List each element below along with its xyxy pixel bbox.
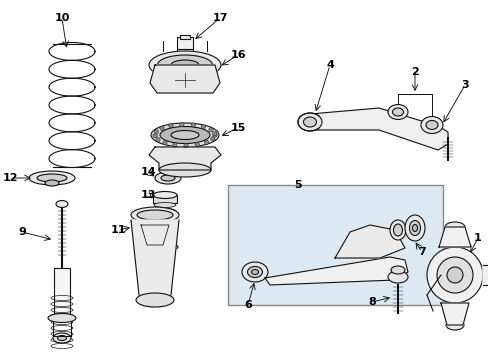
Ellipse shape	[420, 117, 442, 134]
Polygon shape	[440, 303, 468, 325]
Bar	[227, 185, 442, 305]
Ellipse shape	[412, 225, 417, 231]
Ellipse shape	[242, 262, 267, 282]
Text: 3: 3	[460, 80, 468, 90]
Circle shape	[183, 143, 188, 148]
Ellipse shape	[390, 266, 404, 274]
Ellipse shape	[154, 215, 175, 220]
Text: 11: 11	[110, 225, 125, 235]
Ellipse shape	[151, 123, 219, 147]
Text: 14: 14	[140, 167, 156, 177]
Circle shape	[446, 267, 462, 283]
Polygon shape	[150, 65, 220, 93]
Text: 8: 8	[367, 297, 375, 307]
Circle shape	[204, 140, 208, 144]
Text: 1: 1	[473, 233, 481, 243]
Ellipse shape	[154, 202, 176, 207]
Bar	[153, 195, 177, 203]
Ellipse shape	[387, 104, 407, 120]
Ellipse shape	[153, 192, 177, 198]
Ellipse shape	[136, 293, 174, 307]
Text: 17: 17	[212, 13, 227, 23]
Text: 16: 16	[230, 50, 245, 60]
Ellipse shape	[408, 220, 420, 235]
Ellipse shape	[45, 180, 59, 186]
Text: 5: 5	[294, 180, 301, 190]
Circle shape	[436, 257, 472, 293]
Circle shape	[168, 123, 173, 128]
Circle shape	[191, 123, 195, 127]
Ellipse shape	[155, 172, 181, 184]
Polygon shape	[264, 257, 407, 285]
Circle shape	[156, 138, 160, 142]
Text: 15: 15	[230, 123, 245, 133]
Ellipse shape	[160, 126, 209, 144]
Ellipse shape	[251, 270, 258, 274]
Ellipse shape	[161, 175, 175, 181]
Circle shape	[160, 126, 164, 130]
Bar	[54, 268, 70, 318]
Circle shape	[153, 134, 157, 138]
Polygon shape	[482, 265, 488, 285]
Bar	[177, 37, 193, 49]
Circle shape	[210, 137, 215, 141]
Ellipse shape	[387, 271, 407, 283]
Ellipse shape	[131, 207, 179, 223]
Text: 12: 12	[2, 173, 18, 183]
Ellipse shape	[297, 113, 321, 131]
Polygon shape	[334, 225, 404, 258]
Ellipse shape	[154, 208, 175, 213]
Ellipse shape	[149, 51, 221, 79]
Circle shape	[163, 141, 167, 145]
Circle shape	[212, 131, 217, 136]
Circle shape	[426, 247, 482, 303]
Text: 6: 6	[244, 300, 251, 310]
Ellipse shape	[393, 224, 402, 236]
Ellipse shape	[155, 233, 174, 238]
Ellipse shape	[137, 210, 173, 220]
Ellipse shape	[404, 215, 424, 241]
Polygon shape	[149, 147, 221, 170]
Ellipse shape	[392, 108, 403, 116]
Ellipse shape	[155, 238, 174, 243]
Polygon shape	[438, 227, 470, 247]
Circle shape	[195, 143, 199, 147]
Ellipse shape	[154, 220, 175, 225]
Polygon shape	[131, 220, 179, 295]
Ellipse shape	[303, 117, 316, 127]
Ellipse shape	[157, 55, 212, 75]
Text: 4: 4	[325, 60, 333, 70]
Ellipse shape	[389, 220, 405, 240]
Ellipse shape	[152, 243, 178, 251]
Bar	[180, 35, 190, 39]
Polygon shape	[145, 293, 164, 307]
Text: 7: 7	[417, 247, 425, 257]
Circle shape	[172, 143, 177, 147]
Ellipse shape	[445, 320, 463, 330]
Ellipse shape	[425, 121, 437, 130]
Ellipse shape	[444, 222, 464, 232]
Ellipse shape	[56, 201, 68, 207]
Ellipse shape	[247, 266, 262, 278]
Text: 10: 10	[54, 13, 70, 23]
Ellipse shape	[53, 333, 71, 343]
Text: 2: 2	[410, 67, 418, 77]
Circle shape	[208, 127, 213, 132]
Circle shape	[201, 125, 205, 129]
Ellipse shape	[58, 336, 66, 341]
Ellipse shape	[37, 174, 67, 182]
Circle shape	[154, 130, 158, 134]
Ellipse shape	[171, 60, 199, 70]
Ellipse shape	[155, 226, 175, 231]
Ellipse shape	[159, 163, 210, 177]
Ellipse shape	[29, 171, 75, 185]
Ellipse shape	[171, 130, 199, 139]
Text: 13: 13	[140, 190, 155, 200]
Text: 9: 9	[18, 227, 26, 237]
Polygon shape	[309, 108, 447, 150]
Circle shape	[212, 133, 217, 137]
Ellipse shape	[48, 314, 76, 323]
Circle shape	[179, 122, 183, 127]
